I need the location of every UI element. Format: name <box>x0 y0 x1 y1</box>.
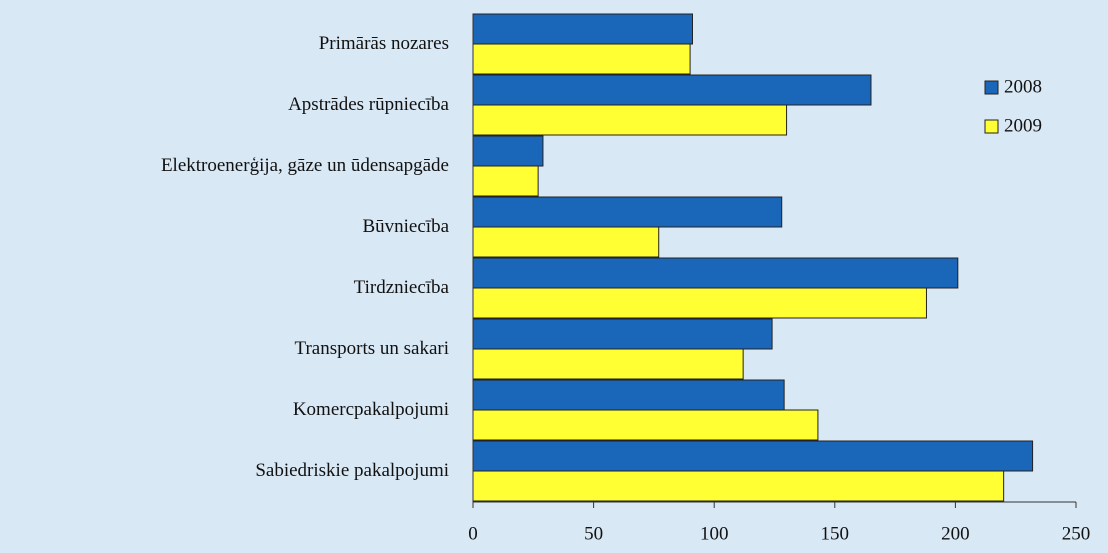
bar <box>472 74 872 106</box>
bar <box>472 257 959 289</box>
x-tick-label: 100 <box>700 523 729 544</box>
y-tick-label: Tirdzniecība <box>354 277 450 298</box>
bar <box>472 348 744 380</box>
x-tick-label: 0 <box>468 523 478 544</box>
bar <box>472 104 788 136</box>
legend-swatch <box>984 119 999 134</box>
x-tick-label: 250 <box>1062 523 1091 544</box>
bar <box>472 409 819 441</box>
y-tick-label: Sabiedriskie pakalpojumi <box>255 460 449 481</box>
y-tick-label: Transports un sakari <box>295 338 449 359</box>
y-tick-label: Komercpakalpojumi <box>293 399 449 420</box>
bar <box>472 196 783 228</box>
bar <box>472 226 660 258</box>
bar <box>472 165 539 197</box>
bar <box>472 379 785 411</box>
y-tick-label: Primārās nozares <box>319 33 449 54</box>
bar <box>472 287 927 319</box>
bar <box>472 13 693 45</box>
x-tick-label: 150 <box>821 523 850 544</box>
legend-label: 2008 <box>1004 76 1042 97</box>
y-tick-label: Apstrādes rūpniecība <box>288 94 449 115</box>
y-tick-label: Elektroenerģija, gāze un ūdensapgāde <box>161 155 449 176</box>
x-tick-label: 200 <box>941 523 970 544</box>
legend-label: 2009 <box>1004 115 1042 136</box>
bar <box>472 318 773 350</box>
y-tick-label: Būvniecība <box>362 216 449 237</box>
x-tick-label: 50 <box>584 523 603 544</box>
bar <box>472 470 1005 502</box>
bar <box>472 135 544 167</box>
bar <box>472 43 691 75</box>
bar <box>472 440 1034 472</box>
legend-swatch <box>984 80 999 95</box>
